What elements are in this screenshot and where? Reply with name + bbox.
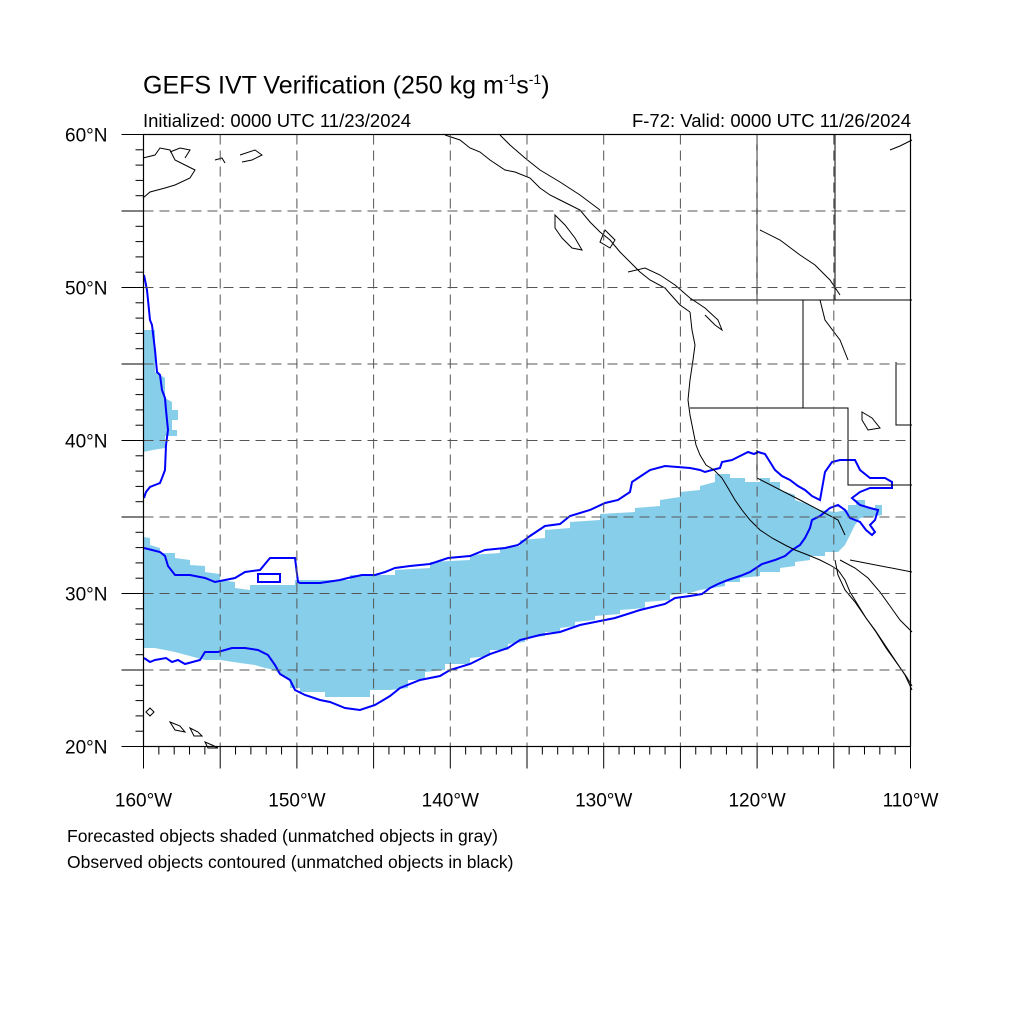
chart-title: GEFS IVT Verification (250 kg m-1s-1) xyxy=(143,71,550,100)
axis-labels: 60°N 50°N 40°N 30°N 20°N 160°W 150°W 140°W 130°W… xyxy=(65,126,938,812)
lon-label: 150°W xyxy=(268,791,325,812)
observed-contour-main xyxy=(143,450,893,712)
lat-label: 40°N xyxy=(65,432,107,453)
observed-contour-hole xyxy=(257,573,281,583)
valid-time: F-72: Valid: 0000 UTC 11/26/2024 xyxy=(631,110,911,131)
observed-objects-contoured xyxy=(143,274,893,712)
lat-label: 50°N xyxy=(65,279,107,300)
lon-label: 120°W xyxy=(728,791,785,812)
coastlines-and-borders xyxy=(142,134,913,749)
lon-label: 160°W xyxy=(115,791,172,812)
lon-label: 130°W xyxy=(575,791,632,812)
forecast-object-main xyxy=(143,474,882,697)
initialized-time: Initialized: 0000 UTC 11/23/2024 xyxy=(143,110,412,131)
lon-label: 110°W xyxy=(883,791,939,812)
lat-label: 20°N xyxy=(65,738,107,759)
lat-label: 60°N xyxy=(65,126,107,147)
observed-contour-north xyxy=(143,274,170,499)
note-observed-legend: Observed objects contoured (unmatched ob… xyxy=(67,852,514,872)
forecast-object-north xyxy=(143,330,178,452)
lat-label: 30°N xyxy=(65,585,107,606)
lon-label: 140°W xyxy=(422,791,479,812)
forecast-objects-shaded xyxy=(143,330,882,697)
note-forecast-legend: Forecasted objects shaded (unmatched obj… xyxy=(67,826,498,846)
axis-ticks xyxy=(121,134,911,769)
lat-lon-gridlines xyxy=(143,134,911,747)
